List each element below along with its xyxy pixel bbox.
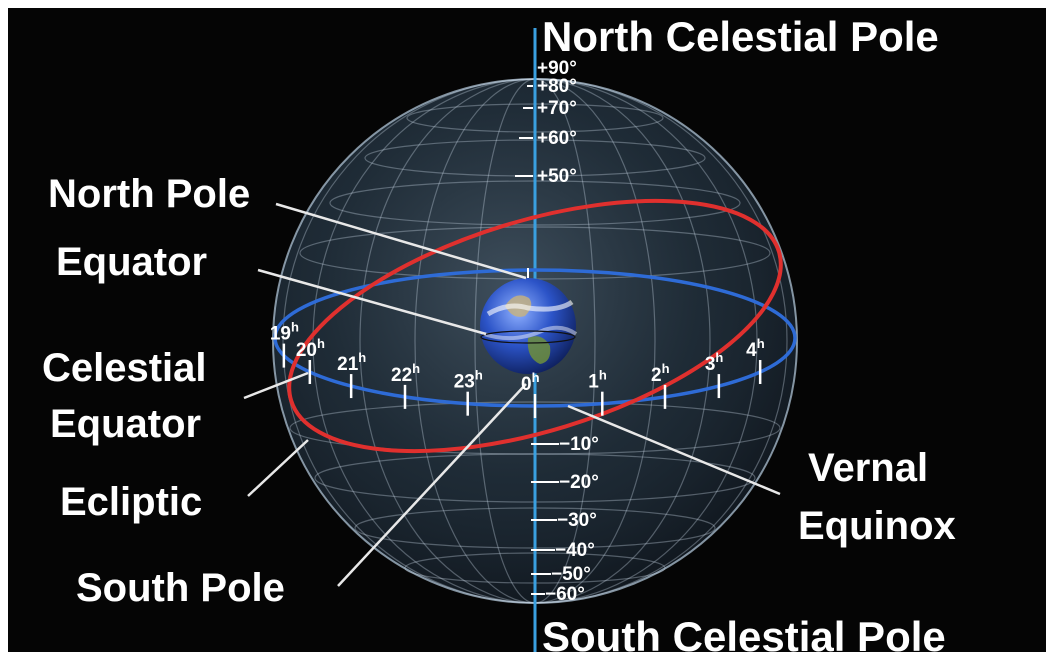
dec-north-label: +50°	[537, 166, 577, 187]
south-celestial-pole-label: South Celestial Pole	[542, 613, 946, 653]
dec-north-label: +60°	[537, 128, 577, 149]
dec-south-label: −30°	[557, 510, 597, 531]
ecliptic-ring	[287, 198, 783, 454]
dec-south-label: −20°	[559, 472, 599, 493]
pointer-lines	[243, 202, 781, 587]
ra-label: 22h	[391, 361, 420, 386]
equator-label: Equator	[56, 240, 208, 284]
dec-south-label: −10°	[559, 434, 599, 455]
vernal-equinox-label-line2: Equinox	[798, 504, 956, 548]
ecliptic-label: Ecliptic	[60, 480, 203, 524]
dec-north-label: +70°	[537, 98, 577, 119]
dec-south-label: −40°	[555, 540, 595, 561]
earth	[480, 268, 578, 374]
declination-south: −10° −20° −30° −40° −50°−60°	[531, 434, 599, 605]
north-pole-label: North Pole	[48, 172, 251, 216]
diagram-canvas: +90° +80° +70° +60° +50° −10° −20° −30° −40° −50…	[8, 8, 1046, 652]
dec-north-label: +90°	[537, 58, 577, 79]
ra-label: 20h	[296, 336, 325, 361]
south-pole-label: South Pole	[76, 566, 285, 610]
celestial-sphere-diagram: +90°+80°+70° +60° +50° −10° −20° −30° −40° −50…	[243, 28, 798, 652]
dec-south-label: −50°	[551, 564, 591, 585]
dec-north-label: +80°	[537, 76, 577, 97]
celestial-equator-label-line1: Celestial	[42, 346, 207, 390]
celestial-equator-label-line2: Equator	[50, 402, 202, 446]
dec-south-label: −60°	[545, 584, 585, 605]
north-celestial-pole-label: North Celestial Pole	[542, 13, 939, 60]
vernal-equinox-label-line1: Vernal	[808, 446, 929, 490]
declination-north: +90°+80°+70° +60° +50°	[515, 58, 577, 187]
